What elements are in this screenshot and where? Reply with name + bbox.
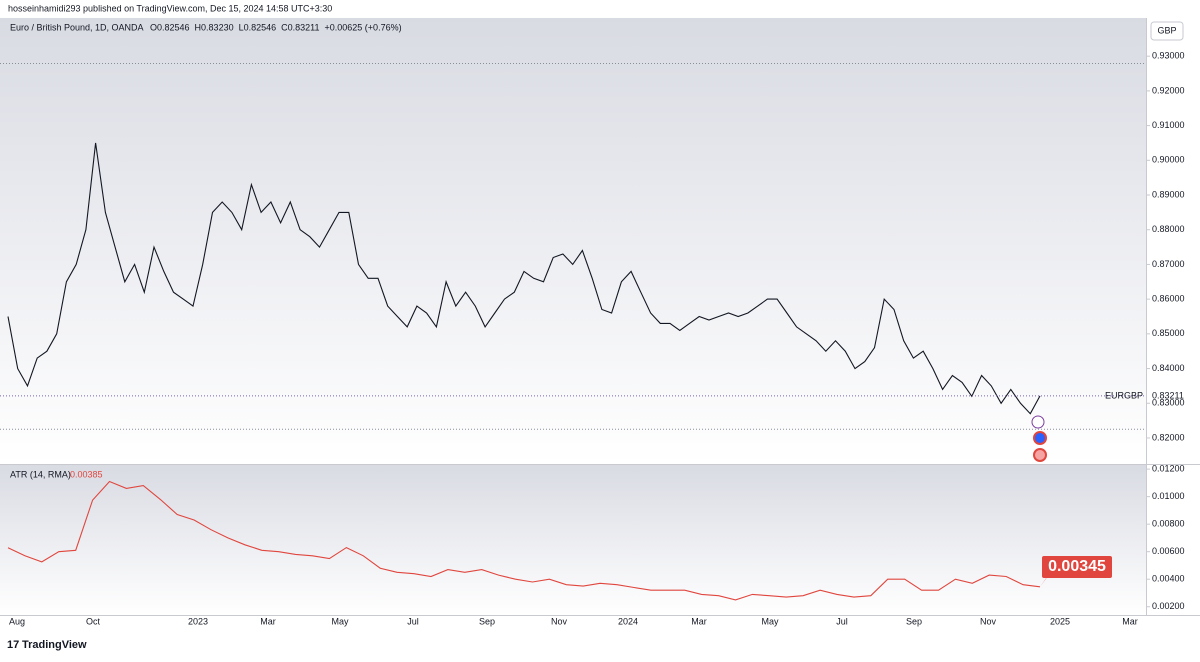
- event-icon: [1031, 415, 1045, 429]
- series-line: [7, 480, 1041, 601]
- time-label: Nov: [980, 616, 997, 626]
- time-label: Nov: [551, 616, 568, 626]
- y-tick-label: 0.92000: [1152, 85, 1185, 95]
- ohlc-value: H0.83230: [195, 22, 234, 32]
- y-tick-label: 0.01000: [1152, 491, 1185, 501]
- y-tick-label: 0.83000: [1152, 398, 1185, 408]
- currency[interactable]: GBP: [1157, 25, 1176, 35]
- y-tick-label: 0.86000: [1152, 294, 1185, 304]
- time-label: May: [761, 616, 779, 626]
- y-tick-label: 0.00800: [1152, 519, 1185, 529]
- y-tick-label: 0.01200: [1152, 464, 1185, 474]
- ohlc-value: O0.82546: [150, 22, 190, 32]
- y-tick-label: 0.82000: [1152, 432, 1185, 442]
- time-label: Mar: [260, 616, 276, 626]
- time-label: 2025: [1050, 616, 1070, 626]
- event-icon: [1033, 431, 1047, 445]
- time-label: Sep: [479, 616, 495, 626]
- last-price-label: 0.83211: [1152, 390, 1184, 400]
- publisher: hosseinhamidi293 published on TradingVie…: [8, 3, 332, 13]
- header: Euro / British Pound, 1D, OANDA ATR (14,…: [10, 22, 144, 479]
- y-tick-label: 0.84000: [1152, 363, 1185, 373]
- time-label: Jul: [836, 616, 848, 626]
- y-tick-label: 0.00400: [1152, 574, 1185, 584]
- brand-logo: 17: [7, 639, 19, 651]
- price-pane: [0, 18, 1146, 464]
- y-tick-label: 0.89000: [1152, 189, 1185, 199]
- y-tick-label: 0.93000: [1152, 51, 1185, 61]
- time-label: Aug: [9, 616, 25, 626]
- y-tick-label: 0.88000: [1152, 224, 1185, 234]
- series-line: [7, 142, 1041, 415]
- ohlc-value: +0.00625 (+0.76%): [325, 22, 402, 32]
- event-icon: [1033, 448, 1047, 462]
- atr-pane: [0, 465, 1146, 615]
- y-tick-label: 0.00600: [1152, 546, 1185, 556]
- y-tick-label: 0.90000: [1152, 155, 1185, 165]
- atr-title: ATR (14, RMA): [10, 469, 71, 479]
- ohlc-value: C0.83211: [281, 22, 319, 32]
- symbol-label: EURGBP: [1105, 390, 1143, 400]
- brand: TradingView: [22, 639, 87, 651]
- time-label: 2024: [618, 616, 638, 626]
- price-title: Euro / British Pound, 1D, OANDA: [10, 22, 144, 32]
- ohlc-value: L0.82546: [239, 22, 277, 32]
- last-value-box: [1042, 556, 1112, 578]
- time-label: Jul: [407, 616, 419, 626]
- y-tick-label: 0.00200: [1152, 601, 1185, 611]
- y-tick-label: 0.85000: [1152, 328, 1185, 338]
- atr-value: 0.00385: [70, 469, 103, 479]
- currency-button[interactable]: [1150, 21, 1184, 41]
- time-label: Mar: [1122, 616, 1138, 626]
- y-tick-label: 0.87000: [1152, 259, 1185, 269]
- time-label: 2023: [188, 616, 208, 626]
- time-label: Mar: [691, 616, 707, 626]
- last-value-label: 0.00345: [1048, 558, 1106, 575]
- time-label: Oct: [86, 616, 101, 626]
- time-label: May: [331, 616, 349, 626]
- time-label: Sep: [906, 616, 922, 626]
- y-tick-label: 0.91000: [1152, 120, 1185, 130]
